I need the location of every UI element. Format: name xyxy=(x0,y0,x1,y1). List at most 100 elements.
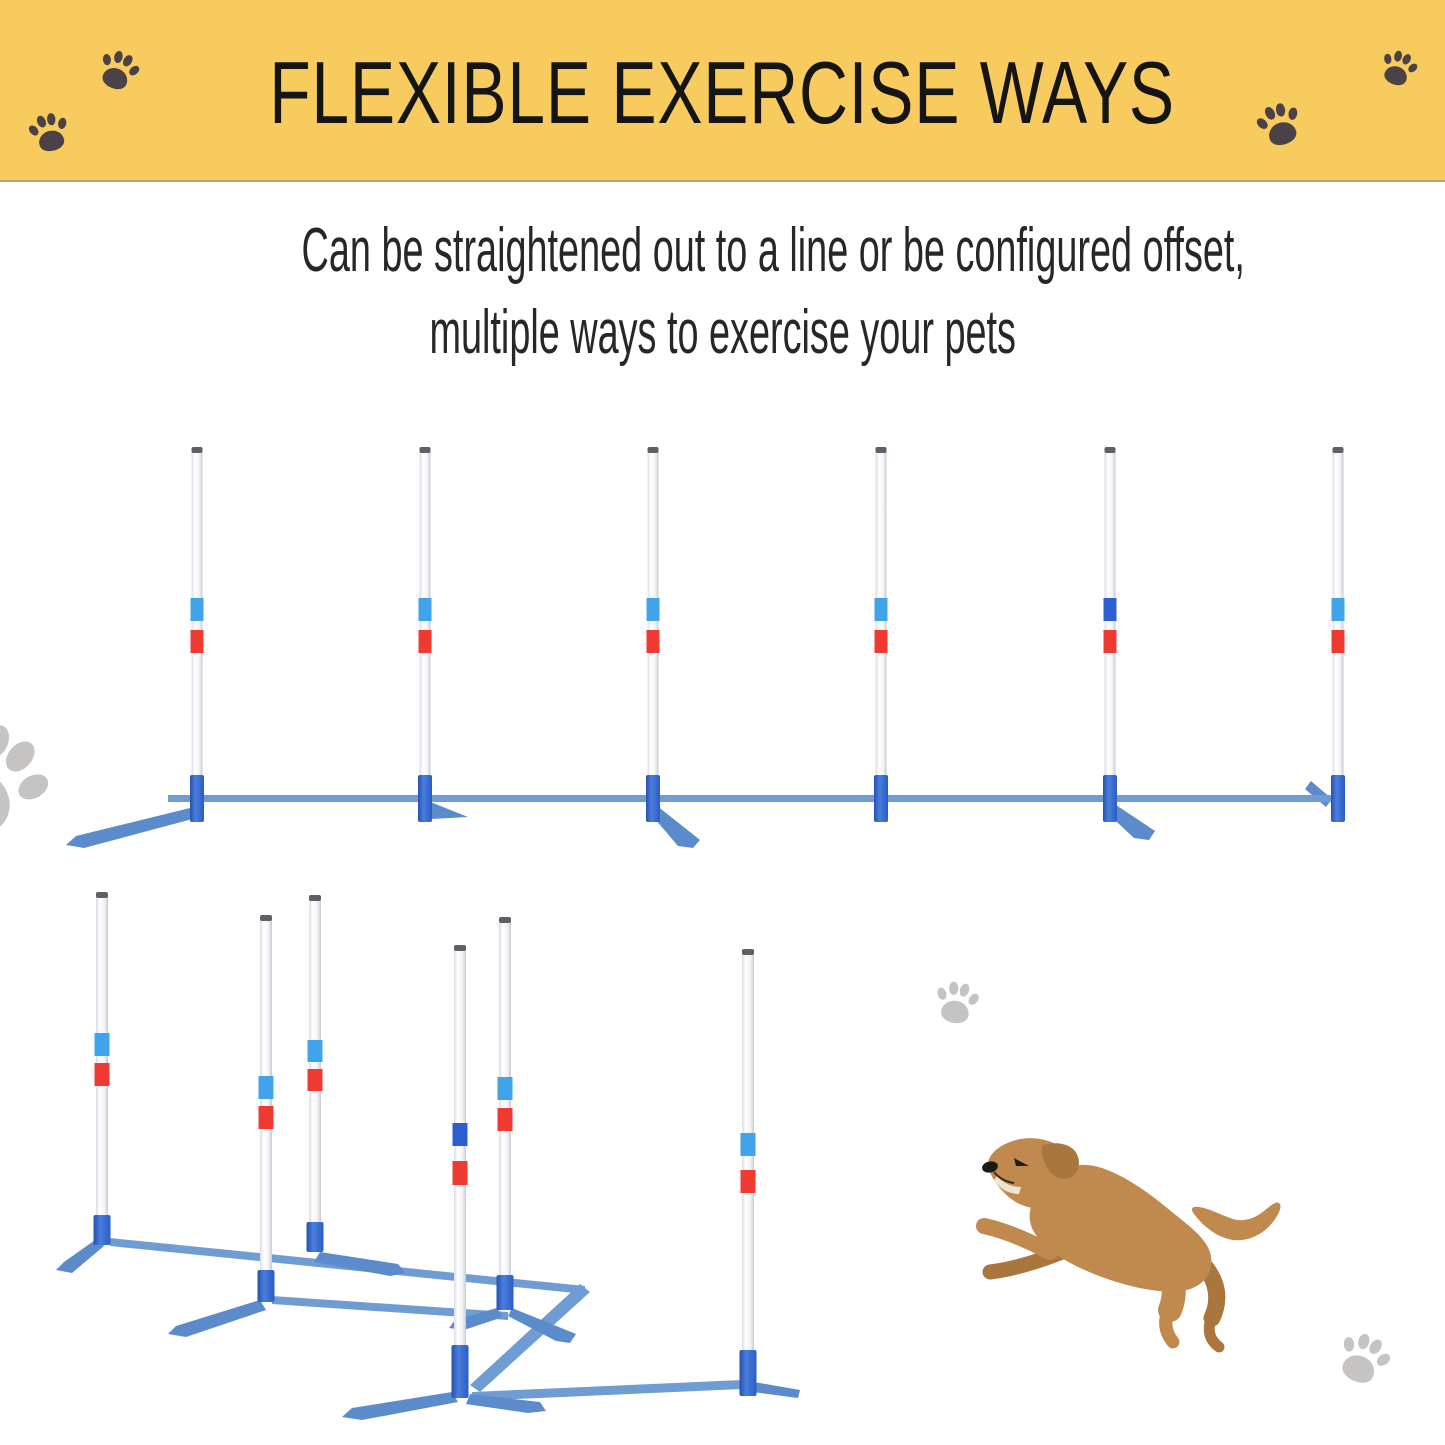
paw-print-icon xyxy=(1375,45,1423,91)
pole-base-sleeve xyxy=(739,1350,757,1396)
pole-band-red xyxy=(190,630,204,653)
pole-cap xyxy=(309,895,321,901)
running-dog-illustration xyxy=(976,1138,1281,1353)
pole-cap xyxy=(260,915,272,921)
pole-base-sleeve xyxy=(1331,775,1345,822)
weave-pole xyxy=(1103,447,1117,822)
page-title: FLEXIBLE EXERCISE WAYS xyxy=(269,43,1176,142)
pole-cap xyxy=(96,892,108,898)
pole-band-red xyxy=(452,1161,468,1185)
pole-base-sleeve xyxy=(646,775,660,822)
pole-cap xyxy=(647,447,659,453)
pole-band-red xyxy=(307,1069,323,1091)
weave-pole xyxy=(874,447,888,822)
dog-chin xyxy=(994,1176,1021,1194)
description-line: Can be straightened out to a line or be … xyxy=(301,216,1245,285)
connector-bar xyxy=(470,1284,590,1392)
pole-band-blue xyxy=(452,1123,468,1146)
connector-bar xyxy=(472,1380,742,1401)
pole-cap xyxy=(742,949,754,955)
pole-band-blue xyxy=(190,598,204,621)
dog-ear xyxy=(1041,1143,1079,1179)
paw-print-icon xyxy=(0,701,68,855)
paw-print-icon xyxy=(1251,97,1308,152)
dog-hind-leg-far xyxy=(1203,1310,1225,1353)
pole-band-red xyxy=(646,630,660,653)
product-illustration xyxy=(0,447,1398,1420)
pole-base-sleeve xyxy=(418,775,432,822)
pole-band-blue xyxy=(740,1133,756,1156)
base-foot xyxy=(314,1252,406,1276)
pole-band-blue xyxy=(1103,598,1117,621)
pole-band-blue xyxy=(1331,598,1345,621)
base-foot xyxy=(66,808,196,848)
paw-print-icon xyxy=(92,44,145,96)
base-foot xyxy=(168,1300,266,1337)
weave-pole xyxy=(496,917,514,1310)
banner: FLEXIBLE EXERCISE WAYS xyxy=(0,0,1445,182)
pole-band-blue xyxy=(497,1077,513,1100)
connector-bar xyxy=(168,795,1341,802)
pole-band-red xyxy=(418,630,432,653)
pole-cap xyxy=(454,945,466,951)
pole-band-blue xyxy=(418,598,432,621)
description-line: multiple ways to exercise your pets xyxy=(429,298,1016,367)
base-foot xyxy=(56,1238,104,1273)
pole-cap xyxy=(499,917,511,923)
description: Can be straightened out to a line or be … xyxy=(0,210,1445,374)
pole-base-sleeve xyxy=(1103,775,1117,822)
weave-poles-offset-row xyxy=(56,892,800,1420)
pole-base-sleeve xyxy=(874,775,888,822)
pole-base-sleeve xyxy=(190,775,204,822)
weave-pole xyxy=(93,892,111,1245)
pole-cap xyxy=(1332,447,1344,453)
pole-band-red xyxy=(740,1170,756,1193)
pole-shaft xyxy=(454,948,466,1345)
base-foot xyxy=(466,1394,546,1413)
pole-band-red xyxy=(874,630,888,653)
pole-band-red xyxy=(1331,630,1345,653)
pole-band-blue xyxy=(258,1076,274,1099)
weave-pole xyxy=(646,447,660,822)
dog-tail xyxy=(1191,1202,1281,1241)
pole-band-blue xyxy=(646,598,660,621)
dog-hind-leg-near xyxy=(1159,1299,1180,1349)
weave-pole xyxy=(190,447,204,822)
pole-band-red xyxy=(94,1063,110,1086)
pole-base-sleeve xyxy=(451,1345,469,1398)
pole-cap xyxy=(419,447,431,453)
connector-bar xyxy=(272,1296,508,1320)
weave-pole xyxy=(257,915,275,1302)
paw-print-icon xyxy=(1328,1325,1398,1392)
paw-print-icon xyxy=(24,108,75,156)
pole-band-blue xyxy=(307,1040,323,1062)
dog-front-leg-near xyxy=(976,1218,1058,1260)
weave-pole xyxy=(418,447,432,822)
base-foot xyxy=(649,805,700,848)
pole-band-blue xyxy=(94,1033,110,1056)
pole-base-sleeve xyxy=(306,1222,324,1252)
base-foot xyxy=(1305,781,1332,807)
pole-base-sleeve xyxy=(257,1270,275,1302)
dog-nose xyxy=(982,1161,998,1173)
pole-cap xyxy=(191,447,203,453)
pole-band-red xyxy=(497,1108,513,1131)
pole-cap xyxy=(1104,447,1116,453)
pole-band-blue xyxy=(874,598,888,621)
pole-base-sleeve xyxy=(496,1275,514,1310)
base-foot xyxy=(752,1382,800,1398)
pole-band-red xyxy=(258,1106,274,1129)
base-foot xyxy=(508,1308,576,1343)
base-foot xyxy=(342,1392,458,1420)
weave-pole xyxy=(451,945,469,1398)
dog-eye xyxy=(1014,1158,1029,1166)
base-foot xyxy=(428,801,468,819)
pole-cap xyxy=(875,447,887,453)
paw-print-icon xyxy=(930,978,983,1027)
weave-pole xyxy=(1331,447,1345,822)
weave-pole xyxy=(739,949,757,1396)
weave-poles-inline-row xyxy=(66,447,1345,848)
pole-band-red xyxy=(1103,630,1117,653)
base-foot xyxy=(1105,803,1155,840)
